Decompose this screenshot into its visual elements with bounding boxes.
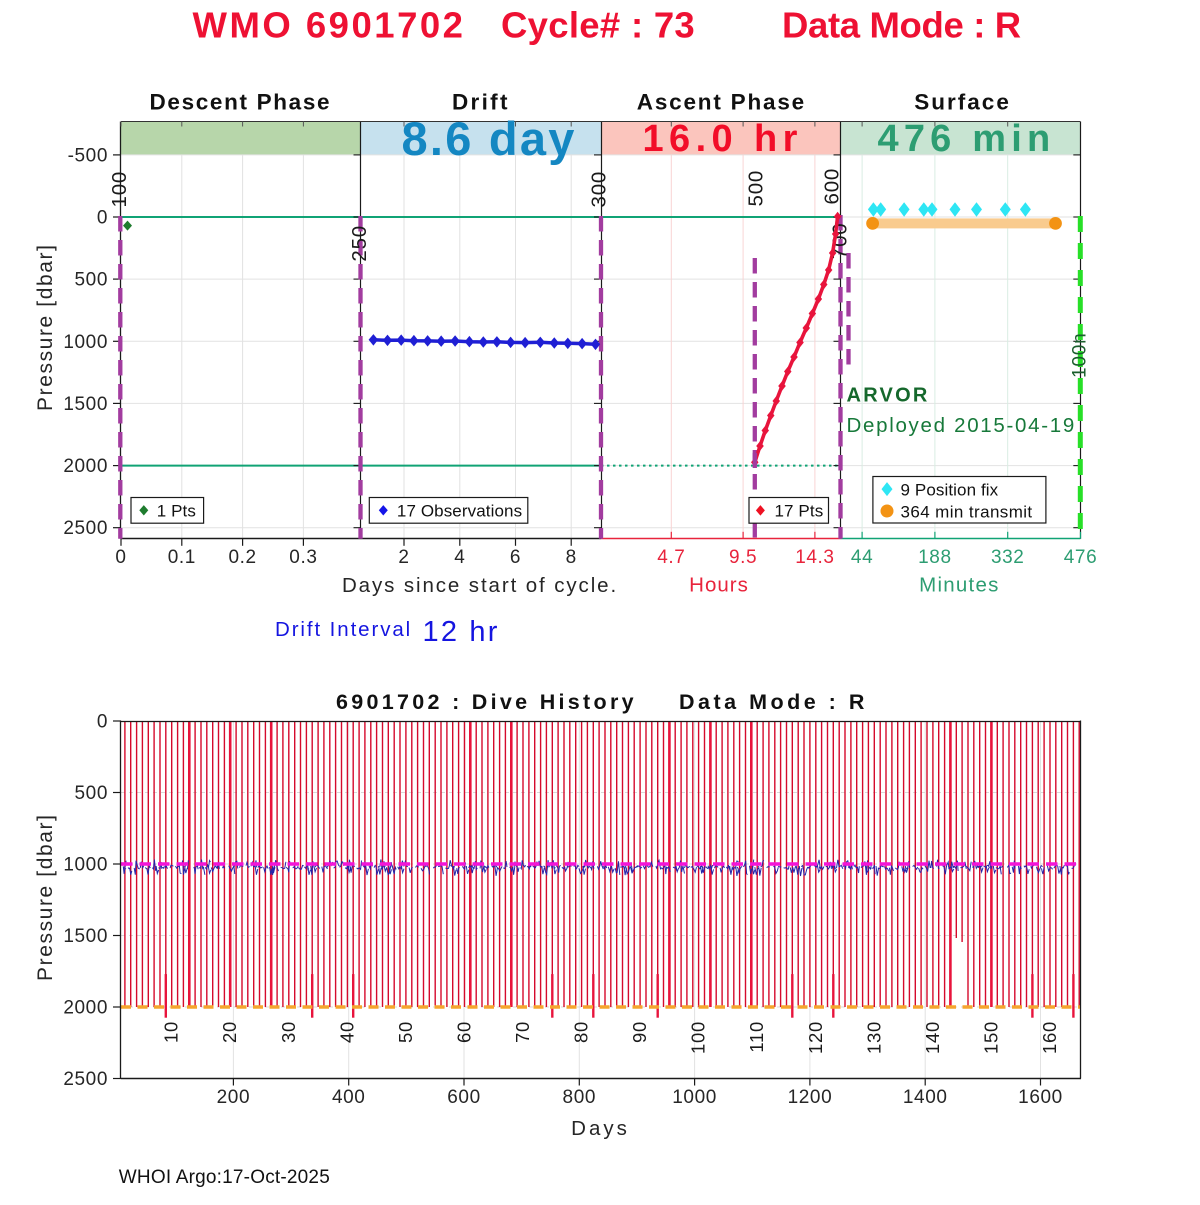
svg-text:120: 120 [805, 1021, 826, 1054]
svg-text:6: 6 [510, 547, 521, 568]
svg-text:150: 150 [980, 1021, 1001, 1054]
svg-text:476 min: 476 min [878, 118, 1056, 160]
svg-text:14.3: 14.3 [795, 547, 834, 568]
svg-text:Drift Interval: Drift Interval [275, 618, 412, 641]
svg-text:20: 20 [219, 1021, 240, 1043]
svg-text:17 Pts: 17 Pts [775, 502, 824, 521]
svg-text:4.7: 4.7 [657, 547, 685, 568]
svg-text:1600: 1600 [1018, 1087, 1063, 1108]
svg-text:188: 188 [918, 547, 952, 568]
svg-text:500: 500 [745, 170, 768, 207]
svg-text:50: 50 [395, 1021, 416, 1043]
svg-text:10: 10 [161, 1021, 182, 1043]
svg-text:80: 80 [571, 1021, 592, 1043]
svg-text:Ascent Phase: Ascent Phase [637, 90, 806, 115]
svg-text:16.0 hr: 16.0 hr [643, 118, 803, 160]
svg-text:2500: 2500 [63, 1069, 108, 1090]
svg-text:0: 0 [97, 712, 108, 733]
svg-text:600: 600 [447, 1087, 481, 1108]
svg-text:500: 500 [74, 270, 108, 291]
svg-text:Days since start of cycle.: Days since start of cycle. [342, 574, 618, 597]
svg-text:1000: 1000 [672, 1087, 717, 1108]
svg-text:1000: 1000 [63, 332, 108, 353]
svg-text:1000: 1000 [63, 855, 108, 876]
svg-text:9.5: 9.5 [729, 547, 757, 568]
svg-text:110: 110 [746, 1021, 767, 1053]
svg-text:9 Position fix: 9 Position fix [901, 481, 999, 500]
svg-text:0: 0 [97, 208, 108, 229]
svg-text:Descent Phase: Descent Phase [150, 90, 332, 115]
svg-text:1400: 1400 [903, 1087, 948, 1108]
svg-text:160: 160 [1039, 1021, 1060, 1054]
svg-text:364 min transmit: 364 min transmit [901, 503, 1033, 522]
svg-text:0: 0 [115, 547, 126, 568]
svg-text:44: 44 [851, 547, 873, 568]
svg-text:100: 100 [108, 171, 131, 208]
svg-text:90: 90 [629, 1021, 650, 1043]
svg-text:-500: -500 [68, 145, 108, 166]
svg-text:ARVOR: ARVOR [847, 385, 930, 407]
svg-text:4: 4 [454, 547, 465, 568]
svg-text:600: 600 [821, 168, 844, 205]
svg-text:0.1: 0.1 [168, 547, 196, 568]
svg-text:800: 800 [563, 1087, 597, 1108]
svg-text:2500: 2500 [63, 518, 108, 539]
svg-text:Minutes: Minutes [919, 574, 1000, 597]
svg-text:1 Pts: 1 Pts [157, 502, 196, 521]
svg-text:2000: 2000 [63, 998, 108, 1019]
svg-text:Cycle# : 73: Cycle# : 73 [501, 5, 695, 46]
svg-text:200: 200 [217, 1087, 251, 1108]
svg-text:1500: 1500 [63, 394, 108, 415]
svg-text:250: 250 [348, 225, 371, 262]
svg-text:WMO 6901702: WMO 6901702 [193, 5, 466, 46]
svg-text:Data Mode : R: Data Mode : R [679, 690, 868, 714]
svg-text:100n: 100n [1070, 333, 1091, 378]
svg-text:40: 40 [336, 1021, 357, 1043]
svg-text:140: 140 [922, 1021, 943, 1054]
svg-text:300: 300 [588, 171, 611, 208]
svg-text:12 hr: 12 hr [423, 616, 500, 648]
svg-text:Surface: Surface [914, 90, 1011, 115]
svg-text:Hours: Hours [689, 574, 749, 597]
svg-text:Data Mode : R: Data Mode : R [782, 5, 1021, 46]
svg-text:WHOI Argo:17-Oct-2025: WHOI Argo:17-Oct-2025 [119, 1167, 330, 1188]
svg-text:2: 2 [398, 547, 409, 568]
svg-text:Drift: Drift [452, 90, 510, 115]
svg-text:Pressure [dbar]: Pressure [dbar] [34, 813, 57, 981]
svg-text:0.3: 0.3 [289, 547, 317, 568]
svg-text:1200: 1200 [788, 1087, 833, 1108]
svg-text:17 Observations: 17 Observations [397, 502, 522, 521]
svg-text:0.2: 0.2 [228, 547, 256, 568]
svg-text:130: 130 [863, 1021, 884, 1054]
svg-text:30: 30 [278, 1021, 299, 1043]
svg-text:Deployed 2015-04-19: Deployed 2015-04-19 [847, 414, 1076, 437]
svg-text:1500: 1500 [63, 926, 108, 947]
svg-text:400: 400 [332, 1087, 366, 1108]
svg-text:70: 70 [512, 1021, 533, 1043]
svg-text:2000: 2000 [63, 456, 108, 477]
svg-text:6901702 : Dive History: 6901702 : Dive History [336, 690, 637, 714]
svg-text:Days: Days [571, 1117, 630, 1140]
svg-text:Pressure [dbar]: Pressure [dbar] [34, 243, 57, 411]
svg-text:8: 8 [566, 547, 577, 568]
svg-text:8.6 day: 8.6 day [402, 112, 577, 165]
svg-text:476: 476 [1064, 547, 1098, 568]
svg-text:332: 332 [991, 547, 1025, 568]
svg-text:500: 500 [74, 783, 108, 804]
svg-text:60: 60 [454, 1021, 475, 1043]
svg-text:100: 100 [688, 1021, 709, 1054]
